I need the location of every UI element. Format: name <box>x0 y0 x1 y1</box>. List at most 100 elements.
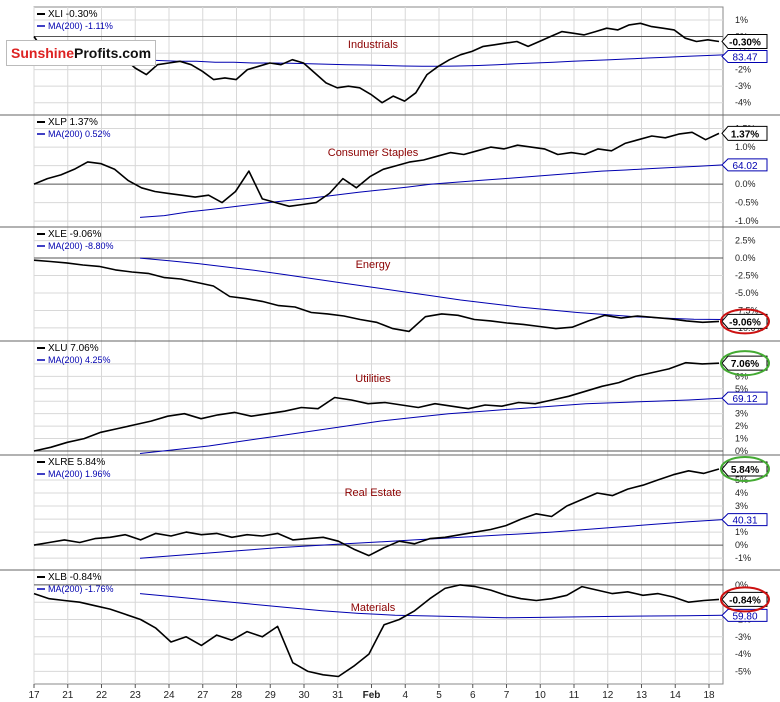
panel-energy: 2.5%0.0%-2.5%-5.0%-7.5%-10.0%XLE -9.06%M… <box>0 226 780 335</box>
y-tick-label: 0% <box>735 540 748 550</box>
price-line <box>33 468 720 557</box>
y-tick-label: 0% <box>735 580 748 590</box>
ma-value-tag <box>721 608 768 622</box>
ma200-line <box>139 397 724 454</box>
ma-value-label: 40.31 <box>732 516 757 527</box>
y-tick-label: -4% <box>735 649 751 659</box>
panel-consumer-staples: 1.5%1.0%0.5%0.0%-0.5%-1.0%XLP 1.37%MA(20… <box>0 114 780 226</box>
y-tick-label: 1% <box>735 527 748 537</box>
ma200-line <box>139 593 724 619</box>
y-tick-label: 0.0% <box>735 253 756 263</box>
legend-ma: MA(200) 1.96% <box>48 469 111 479</box>
legend-symbol: XLI -0.30% <box>48 9 98 20</box>
legend-ma: MA(200) -1.76% <box>48 584 114 594</box>
y-tick-label: 0% <box>735 446 748 456</box>
y-tick-label: -2% <box>735 65 751 75</box>
y-tick-label: -3% <box>735 632 751 642</box>
panel-title: Energy <box>356 259 391 271</box>
highlight-circle-green <box>720 350 770 377</box>
price-value-tag <box>721 355 768 371</box>
x-tick-label: 14 <box>670 690 682 701</box>
panel-materials: 0%-1%-2%-3%-4%-5%XLB -0.84%MA(200) -1.76… <box>0 569 780 678</box>
x-tick-label: 11 <box>569 690 580 701</box>
x-tick-label: 27 <box>197 690 209 701</box>
ma200-line <box>139 54 724 67</box>
highlight-circle-green <box>720 455 770 482</box>
ma200-line <box>139 257 724 320</box>
price-value-label: 7.06% <box>731 359 759 370</box>
price-value-tag <box>721 313 768 329</box>
x-tick-label: 23 <box>130 690 142 701</box>
ma-value-tag <box>721 391 768 405</box>
highlight-circle-red <box>720 308 770 335</box>
price-value-label: -0.84% <box>729 595 761 606</box>
ma-value-label: 59.80 <box>732 611 757 622</box>
x-tick-label: 7 <box>504 690 510 701</box>
y-tick-label: -2.5% <box>735 271 759 281</box>
legend-ma: MA(200) -8.80% <box>48 241 114 251</box>
y-tick-label: -1% <box>735 553 751 563</box>
y-tick-label: 2% <box>735 421 748 431</box>
panel-title: Consumer Staples <box>328 147 419 159</box>
x-tick-label: 6 <box>470 690 476 701</box>
price-value-label: 5.84% <box>731 465 759 476</box>
legend-symbol: XLB -0.84% <box>48 572 101 583</box>
legend-ma: MA(200) 0.52% <box>48 129 111 139</box>
panel-title: Utilities <box>355 373 391 385</box>
ma-value-label: 69.12 <box>732 394 757 405</box>
price-value-label: -9.06% <box>729 317 761 328</box>
y-tick-label: -7.5% <box>735 305 759 315</box>
legend-ma: MA(200) -1.11% <box>48 21 113 31</box>
x-tick-label: 18 <box>703 690 715 701</box>
x-tick-label: 28 <box>231 690 243 701</box>
x-tick-label: 30 <box>298 690 310 701</box>
panel-title: Real Estate <box>345 487 402 499</box>
x-tick-label: 4 <box>402 690 408 701</box>
x-tick-label: 17 <box>28 690 40 701</box>
logo-part-2: Profits.com <box>74 45 152 61</box>
y-tick-label: -5.0% <box>735 288 759 298</box>
y-tick-label: 2.5% <box>735 236 756 246</box>
legend-symbol: XLU 7.06% <box>48 343 99 354</box>
ma-value-label: 64.02 <box>732 161 757 172</box>
panel-title: Materials <box>351 602 396 614</box>
price-line <box>33 584 720 678</box>
legend-symbol: XLRE 5.84% <box>48 457 105 468</box>
x-tick-label: 31 <box>332 690 344 701</box>
x-tick-label: 12 <box>602 690 614 701</box>
price-value-tag <box>721 125 768 141</box>
ma-value-tag <box>721 49 768 63</box>
y-tick-label: -5% <box>735 666 751 676</box>
y-tick-label: 3% <box>735 501 748 511</box>
panel-real-estate: 5%4%3%2%1%0%-1%XLRE 5.84%MA(200) 1.96%Re… <box>0 454 780 563</box>
logo-part-1: Sunshine <box>11 45 75 61</box>
price-value-tag <box>721 591 768 607</box>
x-tick-label: 21 <box>62 690 74 701</box>
price-line <box>33 259 720 333</box>
x-tick-label: 22 <box>96 690 108 701</box>
x-tick-label: 5 <box>436 690 442 701</box>
y-tick-label: -0.5% <box>735 198 759 208</box>
x-tick-label: 29 <box>265 690 277 701</box>
ma200-line <box>139 164 724 218</box>
y-tick-label: -3% <box>735 81 751 91</box>
y-tick-label: 0.0% <box>735 179 756 189</box>
highlight-circle-red <box>720 586 770 613</box>
x-tick-label: 10 <box>535 690 547 701</box>
y-tick-label: -1.0% <box>735 216 759 226</box>
price-line <box>33 131 720 208</box>
panel-utilities: 7%6%5%4%3%2%1%0%XLU 7.06%MA(200) 4.25%Ut… <box>0 340 780 456</box>
price-value-label: 1.37% <box>731 129 759 140</box>
y-tick-label: 6% <box>735 371 748 381</box>
y-tick-label: 4% <box>735 488 748 498</box>
price-line <box>33 361 720 452</box>
ma-value-tag <box>721 513 768 527</box>
ma-value-tag <box>721 158 768 172</box>
x-tick-label: 13 <box>636 690 648 701</box>
y-tick-label: 5% <box>735 384 748 394</box>
x-tick-label: Feb <box>363 690 381 701</box>
legend-symbol: XLE -9.06% <box>48 229 101 240</box>
x-tick-label: 24 <box>163 690 175 701</box>
panel-title: Industrials <box>348 39 399 51</box>
